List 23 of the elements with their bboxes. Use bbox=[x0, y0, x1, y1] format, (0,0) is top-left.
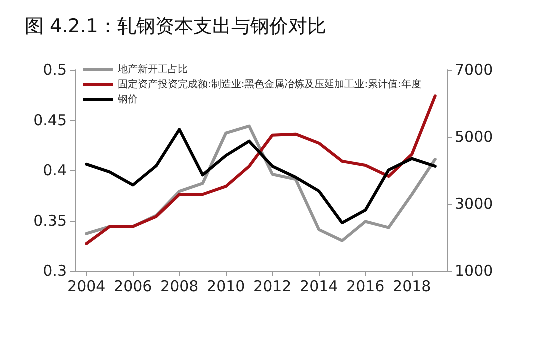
line-series bbox=[85, 94, 437, 246]
x-tick-label: 2018 bbox=[393, 278, 432, 296]
y-tick-label: 0.3 bbox=[43, 262, 67, 280]
chart-title: 图 4.2.1：轧钢资本支出与钢价对比 bbox=[25, 16, 326, 38]
legend-label: 固定资产投资完成额:制造业:黑色金属冶炼及压延加工业:累计值:年度 bbox=[118, 78, 422, 90]
legend-label: 地产新开工占比 bbox=[117, 64, 188, 76]
y-tick-label: 0.35 bbox=[34, 212, 67, 230]
x-tick-label: 2008 bbox=[160, 278, 199, 296]
x-tick-label: 2014 bbox=[300, 278, 338, 296]
y-tick-label: 0.45 bbox=[34, 111, 67, 130]
y-tick-label: 0.5 bbox=[43, 61, 67, 79]
y2-tick-label: 5000 bbox=[455, 128, 494, 146]
x-tick-label: 2010 bbox=[207, 278, 246, 296]
y-tick-label: 0.4 bbox=[43, 162, 67, 180]
y2-tick-label: 3000 bbox=[455, 195, 494, 213]
y2-tick-label: 1000 bbox=[455, 262, 494, 280]
x-tick-label: 2004 bbox=[68, 278, 106, 296]
x-tick-label: 2012 bbox=[254, 278, 292, 296]
x-tick-label: 2016 bbox=[346, 278, 385, 296]
legend-label: 钢价 bbox=[117, 94, 138, 106]
y2-tick-label: 7000 bbox=[455, 61, 494, 79]
line-series bbox=[85, 128, 437, 225]
x-tick-label: 2006 bbox=[114, 278, 152, 296]
